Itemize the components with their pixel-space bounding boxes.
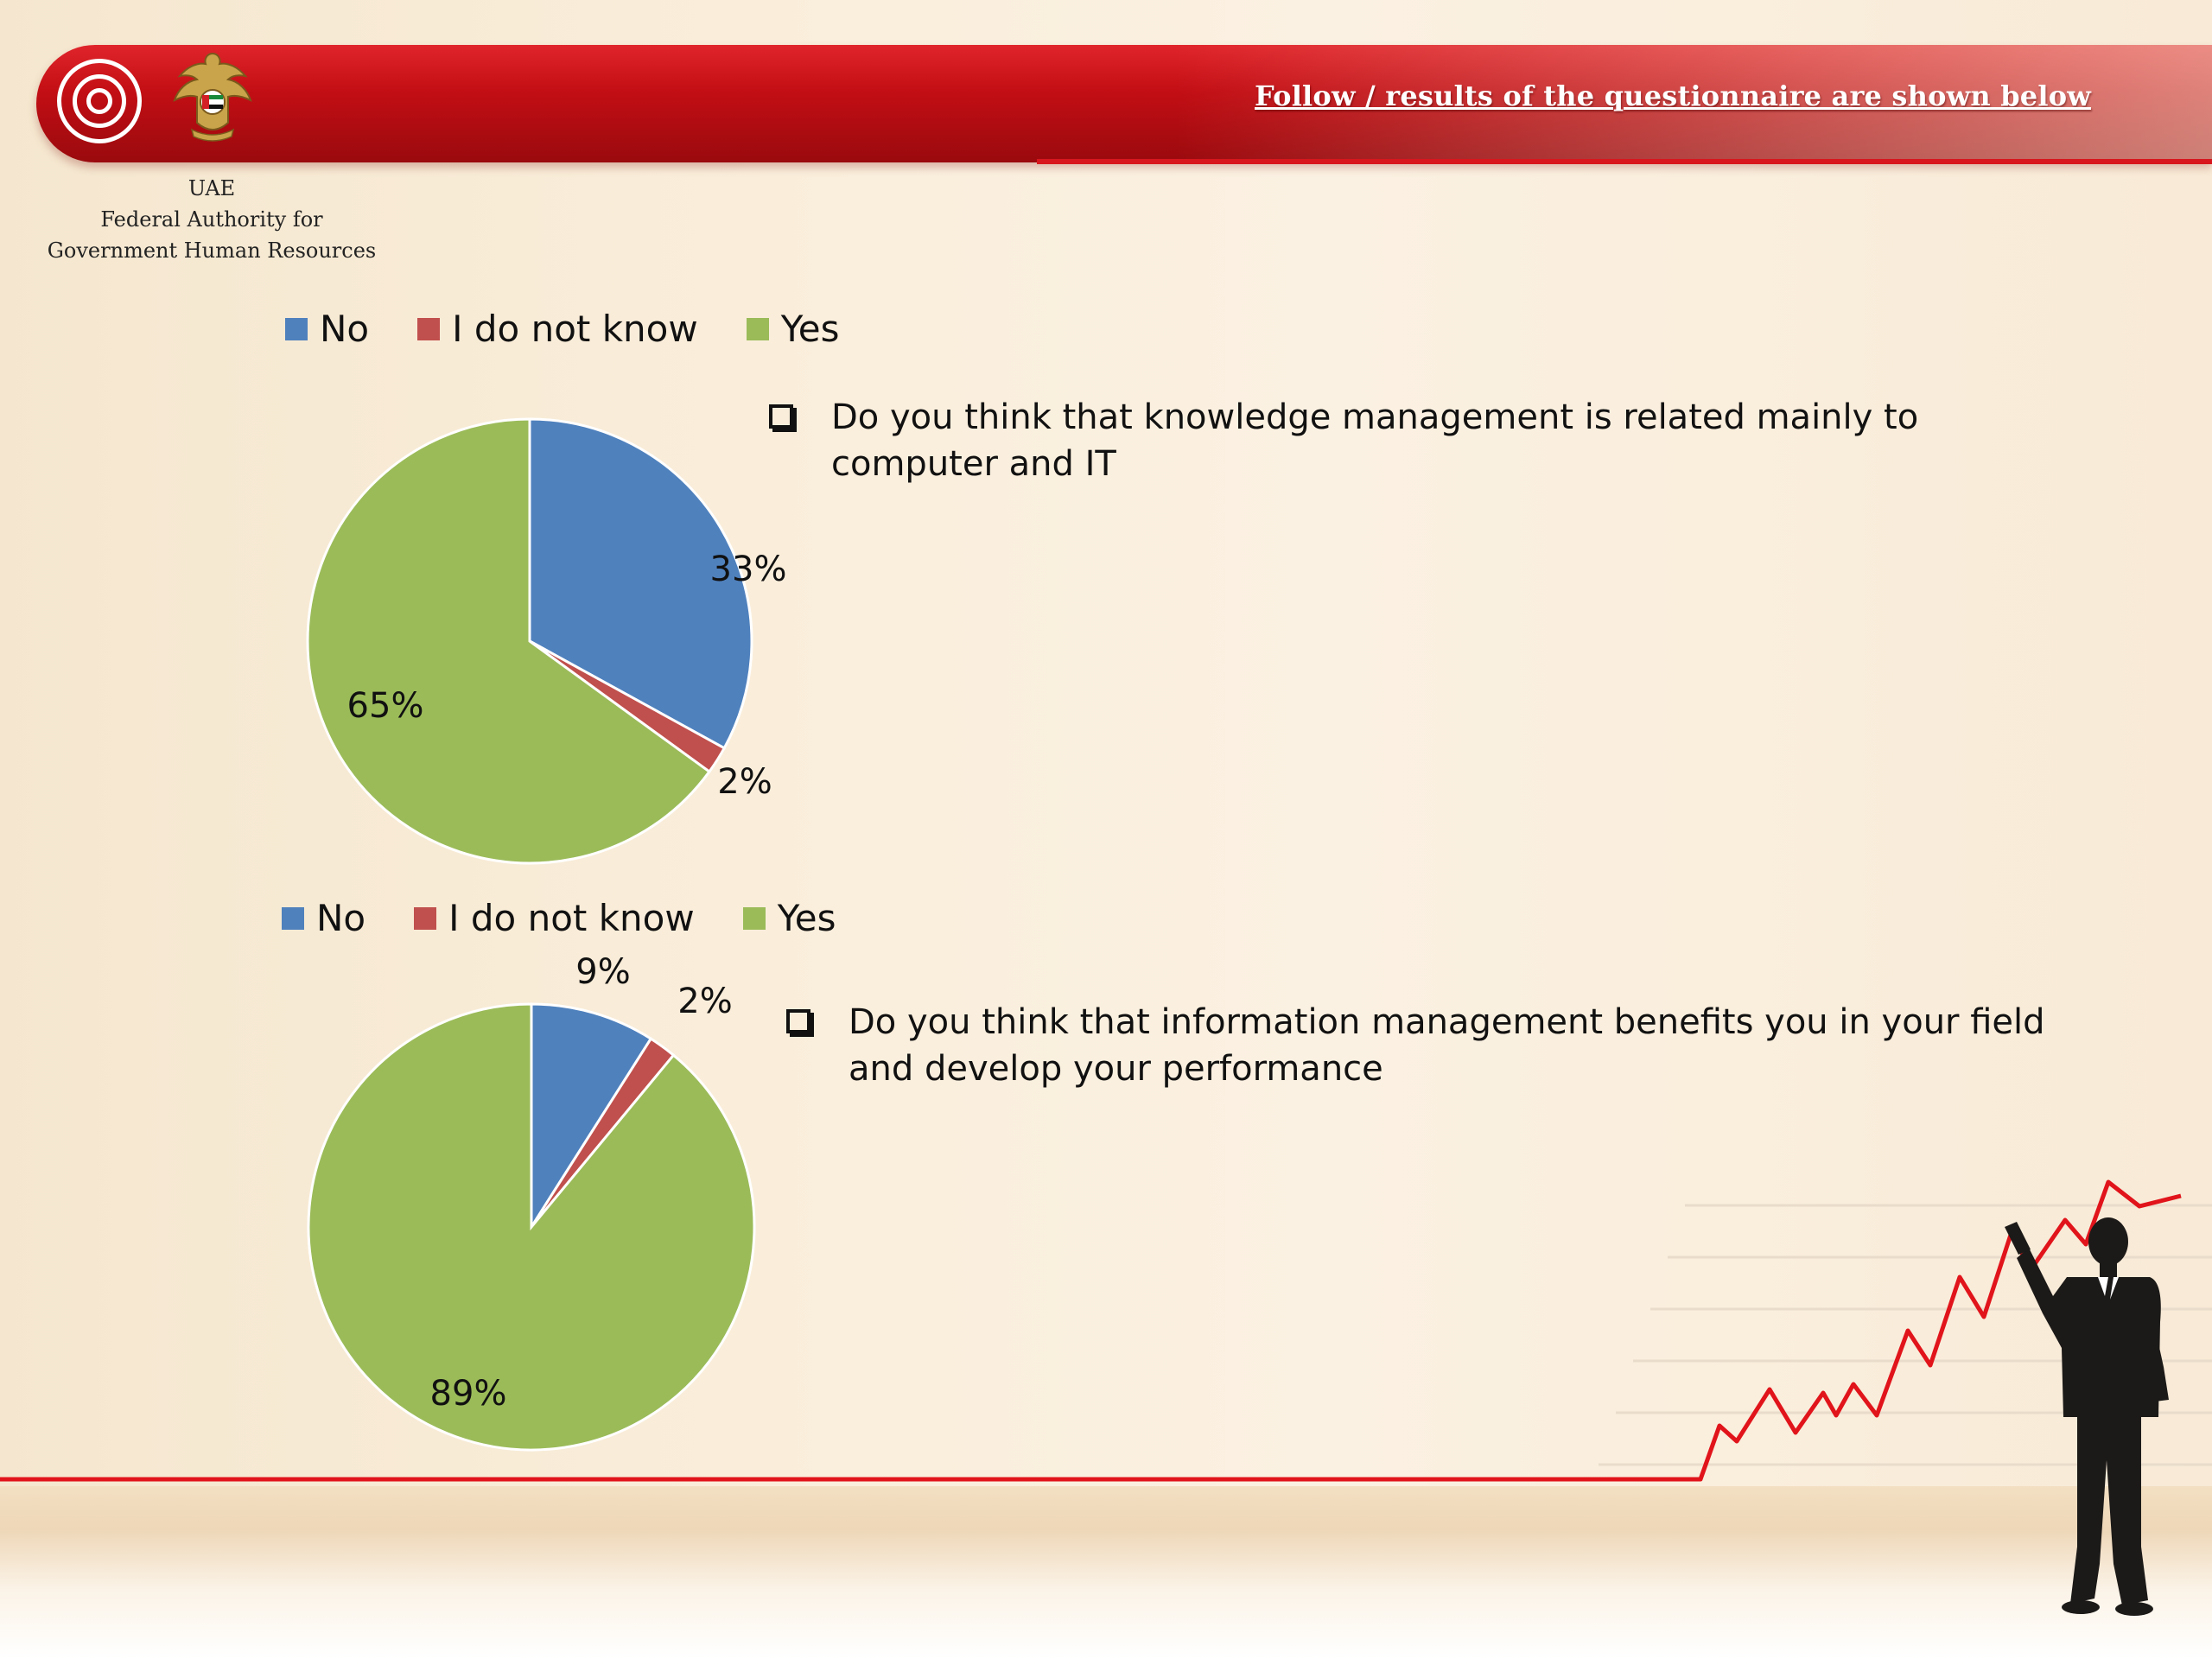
floor-gradient — [0, 1486, 2212, 1659]
checkbox-bullet-icon — [786, 1009, 810, 1033]
legend-item-yes: Yes — [742, 897, 836, 939]
legend-item-no: No — [282, 897, 365, 939]
pie-slice-no — [528, 417, 753, 750]
data-label-yes: 89% — [430, 1374, 507, 1414]
question-2-text: Do you think that information management… — [849, 1002, 2045, 1089]
legend-item-dont-know: I do not know — [417, 308, 698, 350]
uae-emblem-icon — [173, 52, 252, 142]
legend-item-no: No — [285, 308, 369, 350]
legend-item-yes: Yes — [746, 308, 840, 350]
legend-label-no: No — [316, 897, 366, 939]
header-underline — [1037, 159, 2212, 164]
data-label-yes: 65% — [347, 686, 424, 726]
legend-swatch-no — [285, 317, 308, 340]
legend-label-dont-know: I do not know — [452, 308, 698, 350]
question-1-text: Do you think that knowledge management i… — [831, 397, 1919, 484]
data-label-no: 9% — [575, 952, 630, 992]
header-bar — [36, 45, 2212, 162]
growth-line — [0, 1179, 2182, 1482]
legend-swatch-no — [282, 906, 304, 930]
org-line-authority: Federal Authority for — [100, 207, 323, 232]
chart1-legend: No I do not know Yes — [285, 308, 888, 350]
pie-chart-1: 33% 2% 65% — [306, 417, 787, 865]
pie-slice-no — [530, 1002, 653, 1232]
legend-swatch-yes — [742, 906, 766, 930]
data-label-dont-know: 2% — [717, 762, 772, 802]
chart2-legend: No I do not know Yes — [282, 897, 885, 939]
businessman-silhouette-icon — [2005, 1217, 2169, 1616]
org-line-country: UAE — [188, 176, 236, 200]
legend-swatch-yes — [746, 317, 769, 340]
organization-name: UAE Federal Authority for Government Hum… — [35, 173, 389, 266]
question-2: Do you think that information management… — [786, 999, 2082, 1092]
shirt-detail — [2098, 1277, 2119, 1300]
data-label-dont-know: 2% — [677, 982, 732, 1021]
legend-label-no: No — [320, 308, 370, 350]
legend-label-yes: Yes — [780, 308, 840, 350]
concentric-rings-logo-icon — [57, 59, 142, 143]
org-line-resources: Government Human Resources — [47, 238, 377, 263]
pie-slice-yes — [307, 1002, 756, 1452]
pie-chart-2: 9% 2% 89% — [307, 952, 756, 1452]
header-title: Follow / results of the questionnaire ar… — [1254, 79, 2091, 112]
legend-swatch-dont-know — [414, 906, 437, 930]
pie-slice-yes — [306, 417, 712, 865]
checkbox-bullet-icon — [769, 404, 793, 429]
legend-swatch-dont-know — [417, 317, 441, 340]
legend-item-dont-know: I do not know — [414, 897, 695, 939]
data-label-no: 33% — [710, 550, 787, 589]
question-1: Do you think that knowledge management i… — [769, 394, 1996, 487]
legend-label-yes: Yes — [777, 897, 836, 939]
legend-label-dont-know: I do not know — [448, 897, 695, 939]
